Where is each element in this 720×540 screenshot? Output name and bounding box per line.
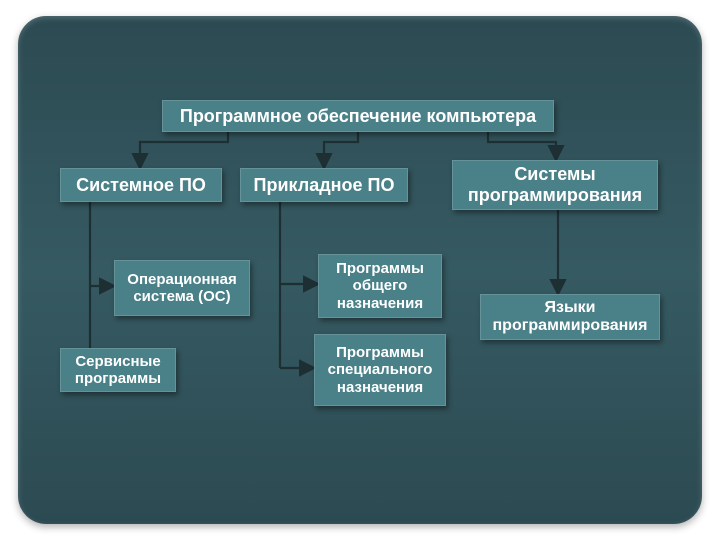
diagram-panel: Программное обеспечение компьютера Систе…	[18, 16, 702, 524]
node-os: Операционная система (ОС)	[114, 260, 250, 316]
node-lang: Языки программирования	[480, 294, 660, 340]
node-root: Программное обеспечение компьютера	[162, 100, 554, 132]
node-progsys: Системы программирования	[452, 160, 658, 210]
node-gen: Программы общего назначения	[318, 254, 442, 318]
node-gen-label: Программы общего назначения	[322, 260, 438, 312]
node-app-label: Прикладное ПО	[254, 175, 395, 196]
node-sys-label: Системное ПО	[76, 175, 206, 196]
node-serv-label: Сервисные программы	[64, 353, 172, 388]
node-os-label: Операционная система (ОС)	[118, 271, 246, 306]
node-app: Прикладное ПО	[240, 168, 408, 202]
node-root-label: Программное обеспечение компьютера	[180, 106, 536, 127]
node-serv: Сервисные программы	[60, 348, 176, 392]
node-lang-label: Языки программирования	[484, 299, 656, 336]
node-spec: Программы специального назначения	[314, 334, 446, 406]
node-sys: Системное ПО	[60, 168, 222, 202]
node-progsys-label: Системы программирования	[456, 164, 654, 205]
node-spec-label: Программы специального назначения	[318, 344, 442, 396]
